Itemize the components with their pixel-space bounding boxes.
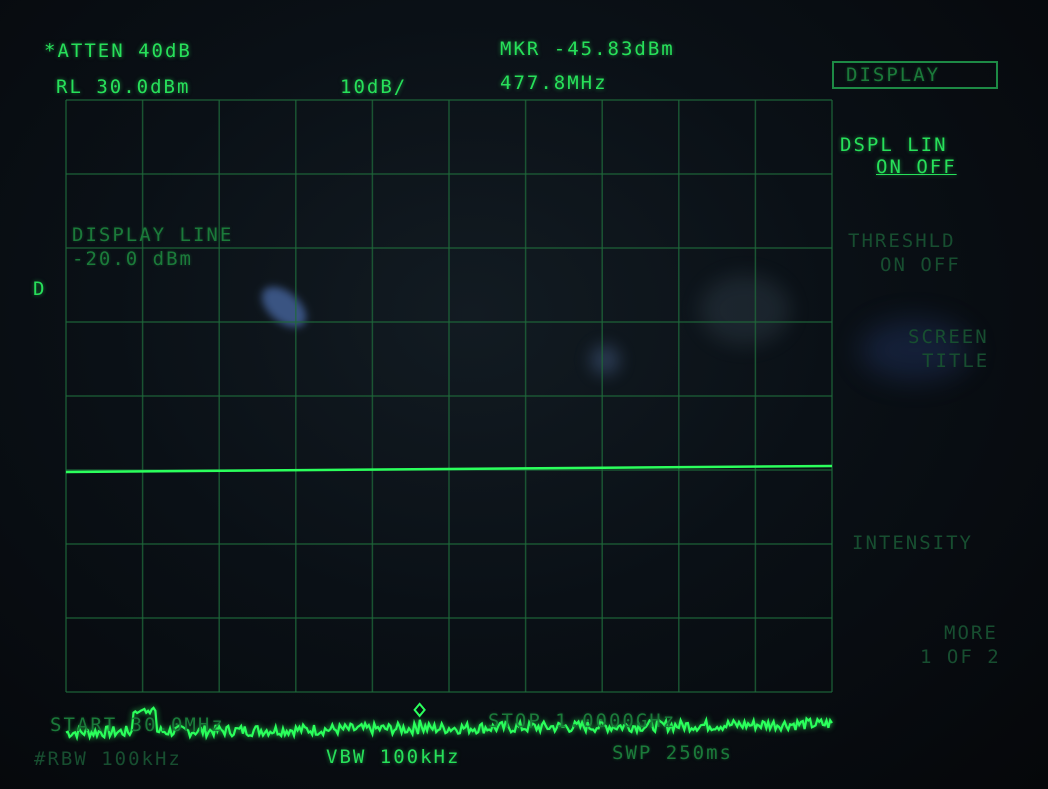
display-line-side-marker: D bbox=[33, 278, 47, 300]
display-line-value: -20.0 dBm bbox=[72, 248, 193, 270]
softkey-screen-title[interactable]: SCREEN bbox=[908, 326, 989, 348]
display-line-label: DISPLAY LINE bbox=[72, 224, 234, 246]
reference-level-readout: RL 30.0dBm bbox=[56, 76, 191, 98]
menu-title-box bbox=[832, 61, 998, 89]
softkey-dspl-lin-state[interactable]: ON OFF bbox=[876, 156, 957, 178]
screen-glare bbox=[860, 320, 970, 380]
marker-diamond bbox=[413, 702, 426, 718]
screen-glare bbox=[700, 275, 790, 345]
marker-level-readout: MKR -45.83dBm bbox=[500, 38, 675, 60]
start-frequency-readout: START 30.0MHz bbox=[50, 714, 225, 736]
softkey-threshld-state[interactable]: ON OFF bbox=[880, 254, 961, 276]
scale-readout: 10dB/ bbox=[340, 76, 408, 98]
attenuation-readout: *ATTEN 40dB bbox=[44, 40, 192, 62]
stop-frequency-readout: STOP 1.0000GHz bbox=[488, 710, 677, 732]
softkey-threshld[interactable]: THRESHLD bbox=[848, 230, 956, 252]
spectrum-trace bbox=[65, 706, 833, 742]
screen-glare bbox=[590, 345, 620, 375]
softkey-intensity[interactable]: INTENSITY bbox=[852, 532, 973, 554]
vbw-readout: VBW 100kHz bbox=[326, 746, 461, 768]
softkey-dspl-lin[interactable]: DSPL LIN bbox=[840, 134, 948, 156]
sweep-time-readout: SWP 250ms bbox=[612, 742, 733, 764]
rbw-readout: #RBW 100kHz bbox=[34, 748, 182, 770]
softkey-more[interactable]: MORE bbox=[944, 622, 998, 644]
display-line bbox=[65, 464, 833, 474]
softkey-more-page[interactable]: 1 OF 2 bbox=[920, 646, 1001, 668]
softkey-screen-title-2[interactable]: TITLE bbox=[922, 350, 990, 372]
menu-title: DISPLAY bbox=[846, 64, 941, 86]
marker-frequency-readout: 477.8MHz bbox=[500, 72, 608, 94]
